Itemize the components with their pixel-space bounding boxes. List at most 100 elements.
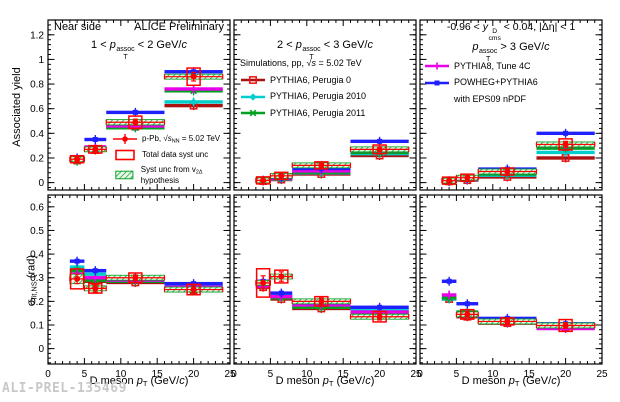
x-tick-label: 15 — [524, 369, 536, 380]
model-marker — [132, 109, 138, 115]
x-tick-label: 25 — [596, 369, 608, 380]
x-tick-label: 15 — [338, 369, 350, 380]
y-tick-label: 0.1 — [30, 321, 44, 332]
panel-frame-1-0: 0 0.1 0.2 0.3 0.4 0.5 0.6 0 5 10 15 20 25 — [30, 194, 236, 380]
y-tick-label: 0 — [38, 344, 44, 355]
legend-data: p-Pb, √sNN = 5.02 TeV Total data syst unc… — [112, 133, 238, 189]
panel-series-sigma-assoc-1-2 — [69, 256, 224, 296]
data-point-marker — [260, 177, 267, 184]
panel-title-topleft-row: Near side ALICE Preliminary — [48, 21, 230, 33]
y-tick-label: 0.4 — [30, 250, 44, 261]
legend-spacer-icon — [424, 93, 450, 105]
data-point-marker — [464, 311, 471, 318]
panel-frame-0-2 — [419, 19, 603, 191]
frame-box — [419, 194, 603, 365]
legend-entry-label: PYTHIA6, Perugia 2011 — [270, 107, 366, 118]
model-marker — [278, 290, 284, 296]
frame-box — [47, 19, 231, 191]
legend-entry: Syst unc from v2Δ hypothesis — [112, 165, 238, 185]
panel-series-yield-assoc-1-2 — [69, 67, 224, 166]
perugia2010-marker-icon — [241, 92, 265, 101]
x-tick-label: 5 — [454, 369, 460, 380]
legend-entry: PYTHIA6, Perugia 0 — [240, 74, 366, 86]
panel-condition-topleft: 1 < p assoc T < 2 GeV/c — [91, 39, 187, 61]
y-tick-label: 0.4 — [30, 129, 44, 140]
data-point-marker — [376, 146, 383, 153]
x-tick-label: 15 — [152, 369, 164, 380]
panel-series-sigma-assoc-2-3 — [255, 267, 410, 323]
x-tick-label: 20 — [374, 369, 386, 380]
x-tick-label: 5 — [82, 369, 88, 380]
y-tick-label: 0.8 — [30, 80, 44, 91]
pythia8-marker-icon — [425, 62, 449, 70]
panel-frame-0-0: 0 0.2 0.4 0.6 0.8 1 1.2 — [30, 19, 231, 191]
data-point-marker — [318, 162, 325, 169]
legend-generators: PYTHIA8, Tune 4C POWHEG+PYTHIA6 with EPS09… — [424, 60, 538, 110]
legend-entry-label: Total data syst unc — [142, 150, 209, 160]
y-tick-label: 0.3 — [30, 273, 44, 284]
x-axis-label-right: D meson pT (GeV/c) — [461, 375, 561, 389]
data-marker-icon — [113, 134, 137, 144]
panel-frame-1-2: 0 5 10 15 20 25 — [417, 194, 608, 380]
frame-box — [233, 194, 417, 365]
x-tick-label: 20 — [560, 369, 572, 380]
model-marker — [377, 304, 383, 310]
panel-series-yield-assoc-2-3 — [255, 136, 410, 186]
y-tick-label: 0.5 — [30, 226, 44, 237]
data-point-marker — [92, 146, 99, 153]
panel-series-yield-assoc-gt3 — [441, 128, 596, 186]
data-point-marker — [260, 279, 267, 286]
y-tick-label: 1 — [38, 55, 44, 66]
panel-condition-topmiddle: 2 < p assoc T < 3 GeV/c — [277, 39, 373, 61]
legend-entry: with EPS09 nPDF — [424, 93, 538, 105]
model-marker — [563, 130, 569, 136]
data-point-marker — [132, 119, 139, 126]
legend-entry-label: POWHEG+PYTHIA6 — [454, 77, 538, 88]
model-marker — [191, 69, 197, 75]
x-tick-label: 10 — [115, 369, 127, 380]
panel-condition-topright: p assoc T > 3 GeV/c — [472, 41, 550, 63]
frame-box — [233, 19, 417, 191]
y-tick-label: 0.6 — [30, 104, 44, 115]
model-marker — [249, 76, 257, 84]
x-tick-label: 10 — [301, 369, 313, 380]
x-tick-label: 25 — [410, 369, 422, 380]
data-point-marker — [446, 177, 453, 184]
frame-box — [419, 19, 603, 191]
legend-entry: p-Pb, √sNN = 5.02 TeV — [112, 133, 238, 145]
y-tick-label: 0 — [38, 178, 44, 189]
perugia2011-marker-icon — [241, 109, 265, 117]
x-axis-label-middle: D meson pT (GeV/c) — [275, 375, 375, 389]
legend-entry: POWHEG+PYTHIA6 — [424, 77, 538, 89]
legend-entry-label: p-Pb, √sNN = 5.02 TeV — [142, 133, 221, 145]
data-point-marker — [74, 156, 81, 163]
model-marker — [446, 278, 452, 284]
legend-entry: PYTHIA8, Tune 4C — [424, 60, 538, 72]
watermark-label: ALI-PREL-135469 — [2, 381, 127, 396]
y-tick-label: 0.2 — [30, 153, 44, 164]
data-point-marker — [562, 322, 569, 329]
frame-box — [47, 194, 231, 365]
x-tick-label: 0 — [231, 369, 237, 380]
data-point-marker — [318, 298, 325, 305]
x-tick-label: 0 — [45, 369, 51, 380]
legend-simulations: Simulations, pp, √s = 5.02 TeV PYTHIA6, P… — [240, 58, 366, 124]
data-point-marker — [562, 141, 569, 148]
y-tick-label: 1.2 — [30, 30, 44, 41]
model-marker — [74, 258, 80, 264]
x-tick-label: 25 — [224, 369, 236, 380]
data-point-marker — [504, 168, 511, 175]
model-marker — [92, 268, 98, 274]
model-marker — [190, 98, 198, 106]
y-axis-label-yield: Associated yield — [11, 67, 23, 147]
panel-frame-0-1 — [233, 19, 417, 191]
alice-preliminary-label: ALICE Preliminary — [134, 21, 224, 33]
y-tick-label: 0.2 — [30, 297, 44, 308]
x-tick-label: 20 — [188, 369, 200, 380]
x-tick-label: 10 — [487, 369, 499, 380]
y-axis-label-sigma: σfit,NS (rad) — [25, 254, 39, 307]
v2-syst-hatch-icon — [115, 170, 134, 180]
